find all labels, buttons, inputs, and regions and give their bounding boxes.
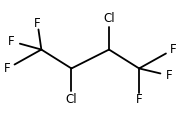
Text: F: F — [4, 62, 11, 75]
Text: F: F — [136, 93, 143, 106]
Text: F: F — [170, 43, 176, 56]
Text: Cl: Cl — [103, 12, 115, 25]
Text: F: F — [8, 35, 15, 48]
Text: F: F — [34, 17, 41, 30]
Text: F: F — [166, 69, 173, 82]
Text: Cl: Cl — [66, 93, 77, 106]
